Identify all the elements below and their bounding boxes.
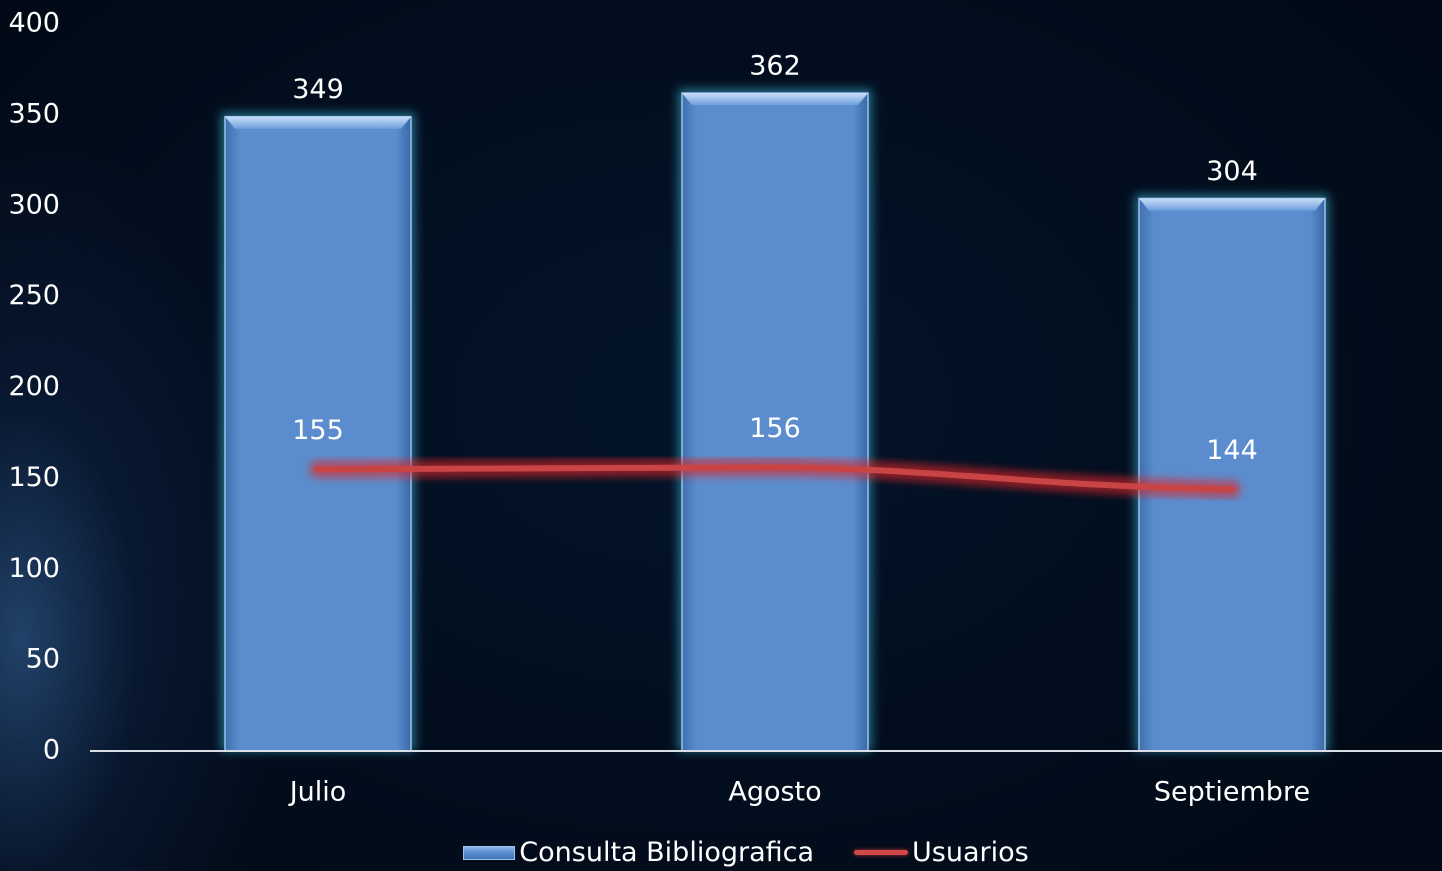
y-tick-label: 0	[43, 735, 60, 766]
legend-bar-label: Consulta Bibliografica	[519, 837, 815, 868]
bar-value-label: 362	[749, 51, 801, 82]
bar-septiembre	[1135, 194, 1329, 752]
usuarios-point	[774, 466, 776, 469]
y-tick-label: 200	[8, 371, 60, 402]
legend-item-consulta: Consulta Bibliografica	[463, 837, 814, 868]
x-tick-label: Julio	[288, 777, 347, 808]
bar-bevel	[682, 93, 868, 106]
y-tick-label: 300	[8, 189, 60, 220]
usuarios-point	[317, 468, 319, 471]
y-tick-label: 400	[8, 8, 60, 39]
legend: Consulta Bibliografica Usuarios	[0, 834, 1442, 871]
y-tick-label: 250	[8, 280, 60, 311]
legend-line-label: Usuarios	[912, 837, 1029, 868]
data-labels-layer: 349 362 304 155 156 144	[292, 51, 1258, 466]
bar-value-label: 349	[292, 74, 344, 105]
line-layer	[309, 458, 1241, 499]
bar-julio	[221, 112, 415, 752]
bar-value-label: 304	[1206, 156, 1258, 187]
bars-layer	[221, 89, 1329, 752]
line-value-label: 155	[292, 415, 344, 446]
bar-bevel	[225, 116, 411, 129]
usuarios-point	[1231, 488, 1233, 491]
bar-body	[224, 115, 412, 752]
legend-bar-swatch	[463, 845, 516, 860]
bar-body	[1138, 197, 1326, 752]
y-tick-label: 150	[8, 462, 60, 493]
y-axis: 0 50 100 150 200 250 300 350 400	[8, 8, 60, 766]
legend-line-swatch	[854, 850, 909, 855]
bar-bevel	[1139, 198, 1325, 211]
bar-agosto	[678, 89, 872, 752]
y-tick-label: 100	[8, 553, 60, 584]
y-tick-label: 50	[26, 644, 60, 675]
line-value-label: 156	[749, 413, 801, 444]
y-tick-label: 350	[8, 98, 60, 129]
x-axis: Julio Agosto Septiembre	[288, 777, 1310, 808]
x-tick-label: Agosto	[728, 777, 821, 808]
bar-body	[681, 92, 869, 752]
combo-chart: 0 50 100 150 200 250 300 350 400 349 362 304 155 156…	[8, 8, 1442, 808]
legend-item-usuarios: Usuarios	[854, 837, 1029, 868]
line-value-label: 144	[1206, 435, 1258, 466]
x-tick-label: Septiembre	[1154, 777, 1310, 808]
